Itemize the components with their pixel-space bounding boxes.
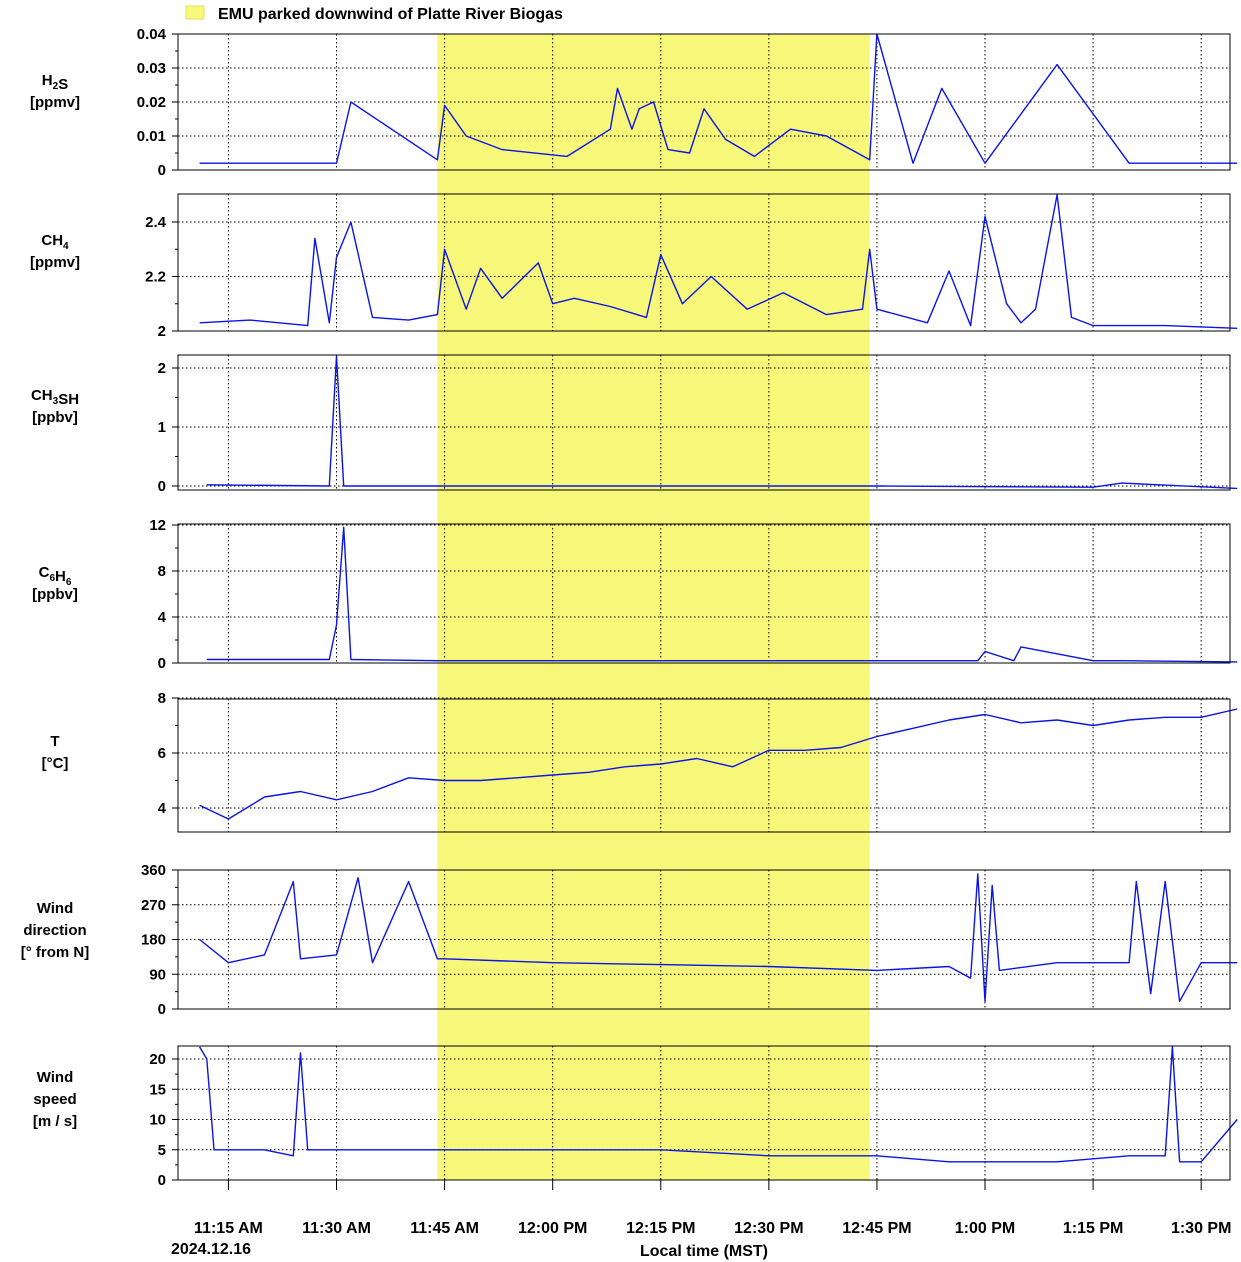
- y-tick-label: 2: [158, 323, 166, 340]
- x-tick-label: 11:15 AM: [194, 1220, 263, 1237]
- panel-ylabel-temperature: T: [50, 733, 59, 750]
- y-tick-label: 360: [141, 862, 166, 879]
- highlight-band: [437, 34, 870, 1180]
- x-tick-label: 1:30 PM: [1171, 1220, 1231, 1237]
- x-tick-label: 1:00 PM: [955, 1220, 1015, 1237]
- y-tick-label: 5: [158, 1142, 166, 1159]
- y-tick-label: 0: [158, 1001, 166, 1018]
- panel-ylabel-wind-direction: [° from N]: [21, 944, 90, 961]
- series-line-ch3sh: [206, 355, 1238, 490]
- panel-frame: [177, 354, 1231, 491]
- legend: EMU parked downwind of Platte River Biog…: [185, 5, 563, 23]
- series-line-temperature: [199, 708, 1238, 820]
- series-line-wind-direction: [199, 873, 1238, 1002]
- x-axis-date-label: 2024.12.16: [171, 1241, 251, 1258]
- y-tick-label: 1: [158, 419, 166, 436]
- y-tick-label: 8: [158, 690, 166, 707]
- x-tick-label: 12:15 PM: [626, 1220, 695, 1237]
- x-tick-label: 12:30 PM: [734, 1220, 803, 1237]
- y-tick-label: 270: [141, 897, 166, 914]
- y-tick-label: 2: [158, 360, 166, 377]
- y-tick-label: 0: [158, 478, 166, 495]
- y-tick-label: 0.02: [137, 94, 166, 111]
- x-tick-label: 11:45 AM: [410, 1220, 479, 1237]
- panel-frame: [177, 193, 1231, 332]
- y-tick-label: 8: [158, 563, 166, 580]
- legend-swatch: [185, 5, 205, 20]
- x-tick-label: 12:00 PM: [518, 1220, 587, 1237]
- panel-frame: [177, 698, 1231, 833]
- series-line-h2s: [199, 33, 1238, 164]
- x-tick-label: 12:45 PM: [842, 1220, 911, 1237]
- panel-ylabel-temperature: [°C]: [42, 755, 69, 772]
- series-layer: [198, 33, 1238, 1163]
- panel-frame: [177, 33, 1231, 171]
- y-tick-label: 0.04: [137, 26, 167, 43]
- y-tick-label: 15: [149, 1081, 166, 1098]
- series-line-c6h6: [206, 526, 1238, 663]
- y-tick-label: 90: [149, 966, 166, 983]
- panel-ylabel-c6h6: C6H6: [39, 564, 72, 588]
- series-line-wind-speed: [198, 1046, 1238, 1163]
- y-tick-label: 12: [149, 517, 166, 534]
- y-tick-label: 0.03: [137, 60, 166, 77]
- panel-ylabel-wind-speed: speed: [33, 1091, 76, 1108]
- series-line-ch4: [199, 193, 1238, 329]
- panel-frame: [177, 1045, 1231, 1181]
- panel-ylabel-wind-speed: [m / s]: [33, 1113, 77, 1130]
- panel-ylabel-h2s: [ppmv]: [30, 94, 80, 111]
- panel-ylabel-ch4: CH4: [41, 232, 69, 252]
- panel-ylabel-wind-direction: direction: [23, 922, 86, 939]
- panel-ylabel-wind-direction: Wind: [37, 900, 74, 917]
- y-tick-label: 2.2: [145, 269, 166, 286]
- y-tick-label: 0: [158, 1172, 166, 1189]
- x-tick-label: 1:15 PM: [1063, 1220, 1123, 1237]
- y-tick-label: 0.01: [137, 128, 166, 145]
- label-layer: 00.010.020.030.04H2S[ppmv]22.22.4CH4[ppm…: [21, 26, 1232, 1237]
- panel-frame: [177, 869, 1231, 1010]
- panel-ylabel-c6h6: [ppbv]: [32, 586, 78, 603]
- y-tick-label: 2.4: [145, 214, 167, 231]
- panel-ylabel-ch3sh: CH3SH: [31, 387, 79, 408]
- legend-label: EMU parked downwind of Platte River Biog…: [218, 6, 563, 23]
- y-tick-label: 10: [149, 1112, 166, 1129]
- highlight-layer: [437, 34, 870, 1180]
- frame-layer: [172, 33, 1231, 1190]
- x-tick-label: 11:30 AM: [302, 1220, 371, 1237]
- panel-ylabel-wind-speed: Wind: [37, 1069, 74, 1086]
- panel-ylabel-ch4: [ppmv]: [30, 254, 80, 271]
- y-tick-label: 0: [158, 162, 166, 179]
- y-tick-label: 4: [158, 800, 167, 817]
- panel-frame: [177, 523, 1231, 664]
- y-tick-label: 180: [141, 932, 166, 949]
- panel-ylabel-h2s: H2S: [42, 72, 68, 93]
- y-tick-label: 4: [158, 609, 167, 626]
- y-tick-label: 6: [158, 745, 166, 762]
- y-tick-label: 20: [149, 1051, 166, 1068]
- panel-ylabel-ch3sh: [ppbv]: [32, 409, 78, 426]
- y-tick-label: 0: [158, 655, 166, 672]
- x-axis-title: Local time (MST): [640, 1243, 768, 1260]
